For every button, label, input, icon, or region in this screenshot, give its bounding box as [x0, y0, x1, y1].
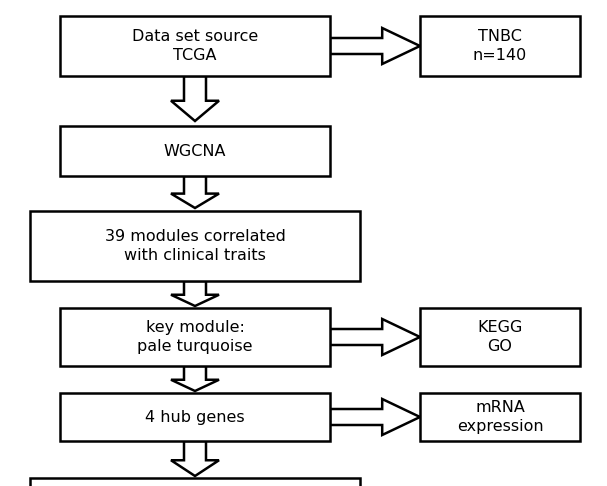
- FancyBboxPatch shape: [60, 308, 330, 366]
- FancyBboxPatch shape: [420, 393, 580, 441]
- Polygon shape: [171, 366, 219, 391]
- Polygon shape: [171, 281, 219, 306]
- Text: Data set source
TCGA: Data set source TCGA: [132, 29, 258, 63]
- Text: 4 hub genes: 4 hub genes: [145, 410, 245, 424]
- Polygon shape: [330, 28, 420, 64]
- Text: KEGG
GO: KEGG GO: [477, 320, 523, 354]
- FancyBboxPatch shape: [60, 393, 330, 441]
- Text: TNBC
n=140: TNBC n=140: [473, 29, 527, 63]
- Polygon shape: [330, 399, 420, 435]
- FancyBboxPatch shape: [30, 478, 360, 486]
- Polygon shape: [171, 76, 219, 121]
- Text: mRNA
expression: mRNA expression: [456, 399, 543, 434]
- Polygon shape: [171, 441, 219, 476]
- FancyBboxPatch shape: [420, 308, 580, 366]
- Polygon shape: [171, 176, 219, 208]
- Text: 39 modules correlated
with clinical traits: 39 modules correlated with clinical trai…: [104, 228, 285, 263]
- FancyBboxPatch shape: [30, 211, 360, 281]
- Polygon shape: [330, 319, 420, 355]
- FancyBboxPatch shape: [60, 16, 330, 76]
- FancyBboxPatch shape: [420, 16, 580, 76]
- FancyBboxPatch shape: [60, 126, 330, 176]
- Text: WGCNA: WGCNA: [164, 143, 226, 158]
- Text: key module:
pale turquoise: key module: pale turquoise: [137, 320, 253, 354]
